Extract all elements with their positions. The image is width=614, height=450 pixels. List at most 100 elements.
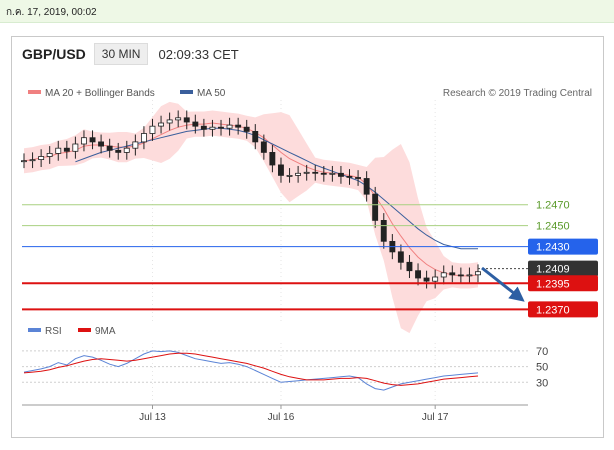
- candle-body: [38, 156, 45, 160]
- candle: [295, 165, 301, 183]
- candle: [115, 142, 122, 160]
- rsi-ma-line: [23, 352, 479, 386]
- candle-body: [372, 193, 379, 221]
- candle: [286, 168, 293, 183]
- candle: [457, 267, 464, 284]
- candle: [226, 117, 233, 136]
- candle-body: [406, 261, 413, 272]
- level-label-1.2395: 1.2395: [536, 278, 570, 290]
- candle: [192, 114, 199, 134]
- credit-label: Research © 2019 Trading Central: [443, 88, 592, 99]
- rsi-tick-70: 70: [536, 346, 548, 358]
- level-label-1.2450: 1.2450: [536, 221, 570, 233]
- candle: [217, 119, 224, 136]
- timeframe-selector[interactable]: 30 MIN: [93, 43, 149, 65]
- candle-body: [81, 137, 87, 145]
- rsi-tick-30: 30: [536, 377, 548, 389]
- candle-body: [269, 151, 276, 166]
- time-tick-label: Jul 16: [268, 412, 295, 423]
- candle-body: [183, 117, 190, 123]
- candle: [355, 170, 361, 186]
- candle: [329, 165, 336, 182]
- candle: [252, 124, 259, 150]
- time-tick-label: Jul 13: [139, 412, 166, 423]
- pair-label: GBP/USD: [22, 46, 86, 62]
- candle: [423, 270, 430, 289]
- chart-header: GBP/USD 30 MIN 02:09:33 CET: [22, 42, 239, 66]
- candle-body: [217, 126, 224, 129]
- candle-body: [158, 122, 164, 127]
- candle: [312, 164, 319, 181]
- candle: [337, 165, 344, 184]
- bollinger-band-area: [24, 101, 478, 334]
- candle-body: [355, 177, 361, 179]
- candle-body: [72, 143, 79, 152]
- candle: [166, 112, 173, 131]
- candle: [123, 140, 130, 160]
- candle: [406, 254, 413, 279]
- candle-body: [63, 147, 70, 152]
- clock-label: 02:09:33 CET: [158, 46, 239, 62]
- candle: [20, 153, 27, 169]
- candle: [363, 171, 370, 202]
- candle-body: [415, 270, 421, 279]
- candle-body: [432, 276, 439, 282]
- candle: [89, 130, 96, 150]
- candle-body: [55, 147, 62, 154]
- candle: [320, 165, 327, 182]
- candle-body: [252, 130, 259, 143]
- rsi-legend-label: RSI: [45, 326, 62, 337]
- candle-body: [303, 171, 310, 174]
- candle-body: [440, 272, 447, 278]
- level-label-1.2409: 1.2409: [536, 264, 570, 276]
- level-label-1.2430: 1.2430: [536, 242, 570, 254]
- candle-body: [277, 164, 284, 176]
- level-tag-1.2370: [528, 301, 598, 318]
- candle: [158, 115, 164, 134]
- candle: [466, 267, 473, 284]
- candle: [149, 118, 156, 141]
- candle-body: [89, 137, 96, 143]
- candle-body: [295, 172, 301, 176]
- candle-body: [329, 172, 336, 175]
- candle-body: [209, 126, 216, 130]
- candle: [63, 140, 70, 159]
- candle-body: [346, 175, 353, 178]
- rsi-tick-50: 50: [536, 362, 548, 374]
- candle-body: [132, 141, 139, 149]
- candle-body: [337, 172, 344, 177]
- ma50-legend-label: MA 50: [197, 88, 226, 99]
- candle: [432, 269, 439, 289]
- candle: [132, 134, 139, 156]
- candle: [449, 265, 456, 283]
- candle-body: [46, 152, 53, 157]
- level-tag-1.2409: [528, 260, 598, 277]
- candle-body: [449, 272, 456, 276]
- ma20-legend-swatch: [28, 90, 41, 94]
- candle-body: [192, 121, 199, 127]
- candle: [260, 134, 267, 160]
- candle: [183, 110, 190, 130]
- candle: [209, 119, 216, 137]
- candle: [55, 140, 62, 161]
- candle-body: [123, 147, 130, 153]
- candle: [81, 130, 87, 152]
- candle: [200, 118, 207, 137]
- rsi-line: [23, 350, 479, 391]
- candle: [303, 164, 310, 181]
- candle-body: [20, 160, 27, 163]
- candle-body: [29, 159, 36, 162]
- candle-body: [166, 119, 173, 124]
- candle-body: [457, 274, 464, 277]
- ma50-legend-swatch: [180, 90, 193, 94]
- date-text: ก.ค. 17, 2019, 00:02: [6, 7, 97, 18]
- candle-body: [466, 274, 473, 277]
- candle: [397, 244, 404, 270]
- candle-body: [286, 174, 293, 177]
- candle: [175, 110, 182, 128]
- level-tag-1.2430: [528, 238, 598, 255]
- candle-body: [200, 125, 207, 130]
- level-label-1.2370: 1.2370: [536, 304, 570, 316]
- time-tick-label: Jul 17: [422, 412, 449, 423]
